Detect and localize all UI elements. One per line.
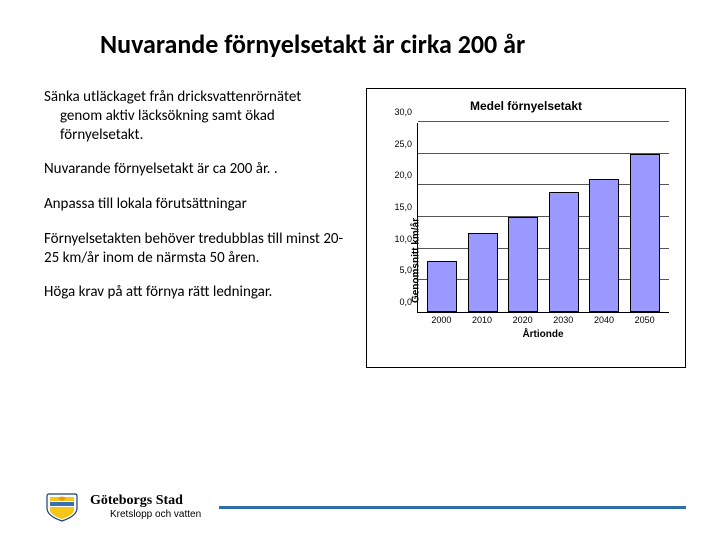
- ytick-label: 25,0: [394, 139, 412, 149]
- ytick-label: 20,0: [394, 170, 412, 180]
- bar: [427, 261, 457, 312]
- ytick-label: 15,0: [394, 202, 412, 212]
- bar: [589, 179, 619, 312]
- logo-text: Göteborgs Stad Kretslopp och vatten: [90, 494, 201, 520]
- ytick-label: 10,0: [394, 234, 412, 244]
- paragraph-4: Förnyelsetakten behöver tredubblas till …: [44, 230, 344, 268]
- paragraph-5: Höga krav på att förnya rätt ledningar.: [44, 283, 344, 302]
- xtick-label: 2020: [508, 315, 538, 325]
- xtick-label: 2050: [630, 315, 660, 325]
- plot-area: Genomsnitt km/år 0,05,010,015,020,025,03…: [417, 123, 669, 313]
- ytick-label: 5,0: [399, 265, 412, 275]
- footer: Göteborgs Stad Kretslopp och vatten: [44, 492, 686, 522]
- page-title: Nuvarande förnyelsetakt är cirka 200 år: [44, 28, 686, 60]
- grid-line: [418, 121, 669, 122]
- body-row: Sänka utläckaget från dricksvattenrörnät…: [44, 88, 686, 368]
- paragraph-1: Sänka utläckaget från dricksvattenrörnät…: [44, 88, 344, 144]
- ytick-label: 0,0: [399, 297, 412, 307]
- ytick-label: 30,0: [394, 107, 412, 117]
- chart-title: Medel förnyelsetakt: [375, 99, 677, 113]
- bar-chart: Medel förnyelsetakt Genomsnitt km/år 0,0…: [366, 88, 686, 368]
- logo-shield-icon: [44, 492, 80, 522]
- bar: [549, 192, 579, 312]
- chart-xlabel: Årtionde: [417, 329, 669, 340]
- bar: [508, 217, 538, 312]
- xtick-label: 2000: [426, 315, 456, 325]
- bar: [468, 233, 498, 312]
- bars: [418, 123, 669, 312]
- xtick-label: 2030: [548, 315, 578, 325]
- xtick-label: 2010: [467, 315, 497, 325]
- text-column: Sänka utläckaget från dricksvattenrörnät…: [44, 88, 344, 368]
- slide: Nuvarande förnyelsetakt är cirka 200 år …: [0, 0, 720, 540]
- xtick-label: 2040: [589, 315, 619, 325]
- footer-org-sub: Kretslopp och vatten: [90, 510, 201, 520]
- xticks: 2000 2010 2020 2030 2040 2050: [417, 313, 669, 325]
- paragraph-2: Nuvarande förnyelsetakt är ca 200 år. .: [44, 160, 344, 179]
- bar: [630, 154, 660, 312]
- footer-rule: [219, 506, 686, 509]
- footer-org-main: Göteborgs Stad: [90, 494, 201, 508]
- paragraph-3: Anpassa till lokala förutsättningar: [44, 195, 344, 214]
- chart-column: Medel förnyelsetakt Genomsnitt km/år 0,0…: [354, 88, 686, 368]
